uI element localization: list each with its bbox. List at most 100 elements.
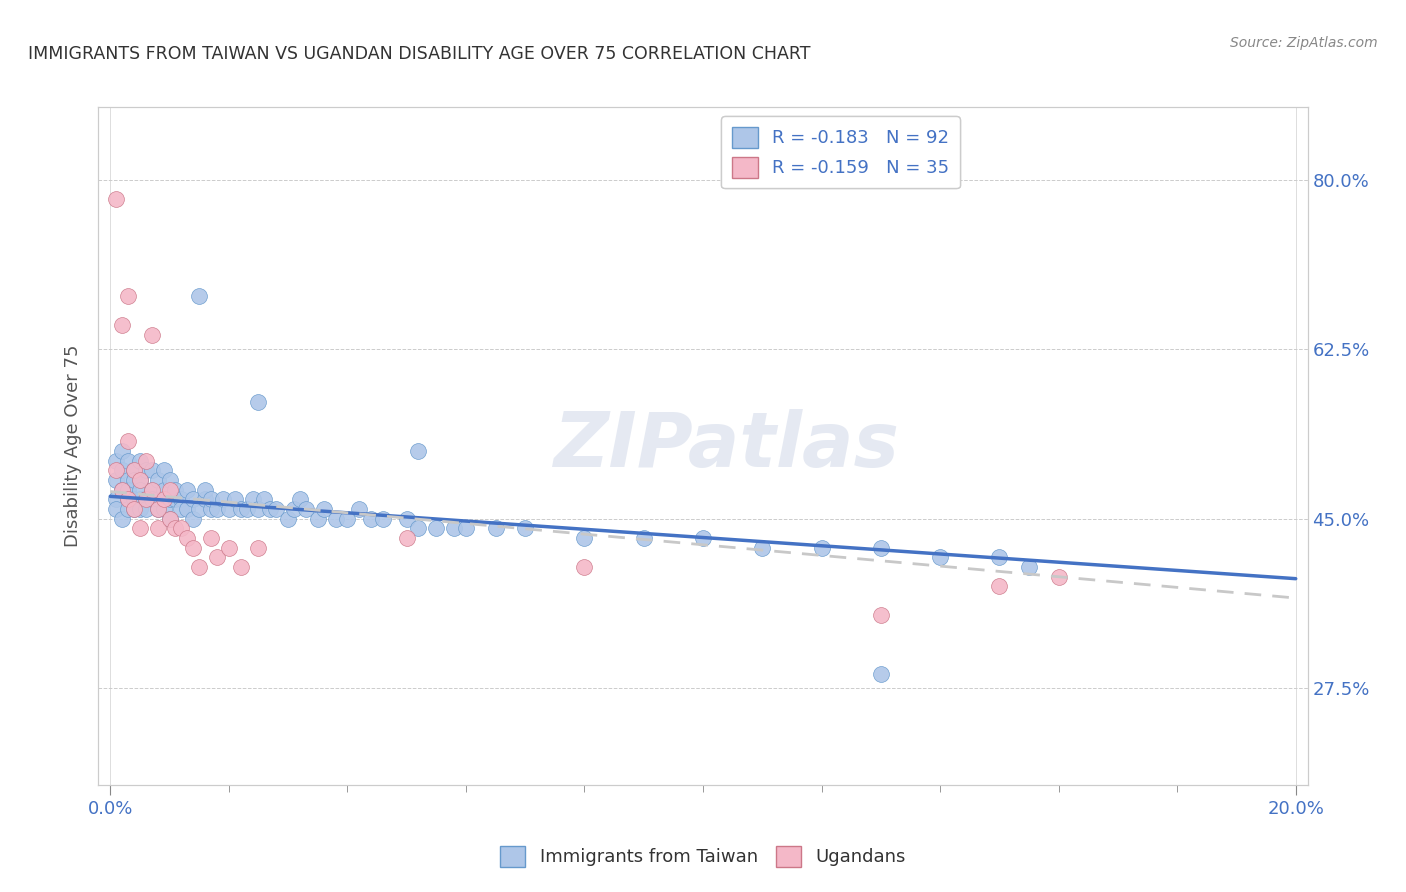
Point [159, 483, 181, 497]
Point [395, 511, 418, 525]
Point [188, 289, 211, 303]
Point [188, 560, 211, 574]
Point [159, 473, 181, 487]
Point [122, 463, 145, 477]
Point [454, 521, 477, 535]
Point [395, 531, 418, 545]
Point [170, 492, 193, 507]
Point [117, 434, 139, 449]
Point [869, 541, 891, 555]
Point [869, 608, 891, 623]
Point [129, 473, 152, 487]
Point [135, 502, 157, 516]
Point [146, 473, 169, 487]
Point [170, 502, 193, 516]
Point [152, 502, 174, 516]
Y-axis label: Disability Age Over 75: Disability Age Over 75 [65, 344, 83, 548]
Point [325, 511, 347, 525]
Point [129, 483, 152, 497]
Point [152, 483, 174, 497]
Point [181, 511, 204, 525]
Point [484, 521, 506, 535]
Text: ZIPatlas: ZIPatlas [554, 409, 900, 483]
Point [218, 541, 240, 555]
Point [200, 492, 222, 507]
Point [141, 483, 163, 497]
Point [176, 531, 198, 545]
Point [141, 492, 163, 507]
Point [176, 502, 198, 516]
Point [117, 453, 139, 467]
Point [129, 473, 152, 487]
Point [159, 511, 181, 525]
Point [1047, 570, 1070, 584]
Point [929, 550, 952, 565]
Point [751, 541, 773, 555]
Point [122, 492, 145, 507]
Point [146, 521, 169, 535]
Point [574, 531, 596, 545]
Point [212, 492, 235, 507]
Point [159, 492, 181, 507]
Point [194, 483, 217, 497]
Point [188, 502, 211, 516]
Point [135, 492, 157, 507]
Point [408, 521, 430, 535]
Point [117, 502, 139, 516]
Point [165, 492, 187, 507]
Point [165, 521, 187, 535]
Text: Source: ZipAtlas.com: Source: ZipAtlas.com [1230, 36, 1378, 50]
Legend: R = -0.183   N = 92, R = -0.159   N = 35: R = -0.183 N = 92, R = -0.159 N = 35 [721, 116, 960, 188]
Point [170, 521, 193, 535]
Point [122, 502, 145, 516]
Point [200, 531, 222, 545]
Point [425, 521, 447, 535]
Point [111, 483, 134, 497]
Point [122, 502, 145, 516]
Point [247, 541, 270, 555]
Point [135, 453, 157, 467]
Point [152, 463, 174, 477]
Point [181, 492, 204, 507]
Point [117, 483, 139, 497]
Point [229, 560, 252, 574]
Point [283, 502, 305, 516]
Point [129, 492, 152, 507]
Point [443, 521, 465, 535]
Point [129, 502, 152, 516]
Point [129, 521, 152, 535]
Point [141, 463, 163, 477]
Point [111, 318, 134, 332]
Point [122, 463, 145, 477]
Point [574, 560, 596, 574]
Point [159, 511, 181, 525]
Point [247, 395, 270, 409]
Point [205, 550, 228, 565]
Point [307, 511, 329, 525]
Point [253, 492, 276, 507]
Point [810, 541, 832, 555]
Point [336, 511, 359, 525]
Point [129, 453, 152, 467]
Point [105, 453, 128, 467]
Point [117, 473, 139, 487]
Point [692, 531, 714, 545]
Point [988, 550, 1011, 565]
Point [312, 502, 335, 516]
Point [200, 502, 222, 516]
Point [224, 492, 246, 507]
Point [105, 473, 128, 487]
Point [229, 502, 252, 516]
Point [295, 502, 318, 516]
Point [111, 443, 134, 458]
Point [347, 502, 370, 516]
Point [176, 483, 198, 497]
Point [218, 502, 240, 516]
Point [141, 483, 163, 497]
Point [288, 492, 311, 507]
Point [515, 521, 537, 535]
Point [371, 511, 394, 525]
Point [988, 579, 1011, 593]
Point [122, 473, 145, 487]
Point [235, 502, 257, 516]
